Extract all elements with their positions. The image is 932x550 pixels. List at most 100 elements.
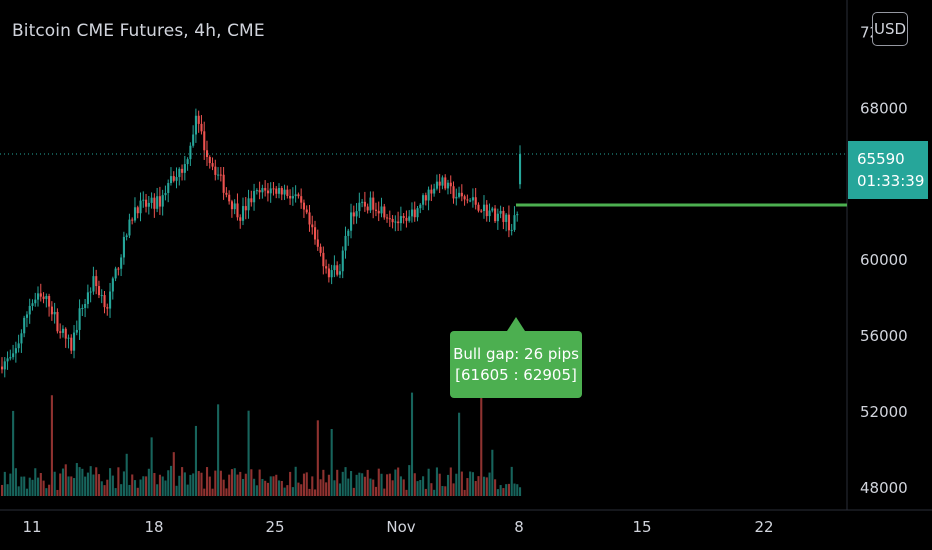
volume-bar [106, 479, 109, 496]
time-axis[interactable]: 11 18 25 Nov 8 15 22 [22, 518, 773, 536]
candle-body [236, 203, 239, 218]
volume-bar [230, 469, 234, 496]
volume-bar [111, 475, 114, 496]
candle-body [513, 215, 516, 230]
volume-bar [452, 483, 455, 496]
volume-bar [264, 480, 267, 496]
candle-body [23, 317, 26, 334]
volume-bar [466, 478, 469, 496]
candles [1, 108, 522, 378]
volume-bar [164, 480, 167, 496]
candle-body [291, 196, 294, 199]
volume-bar [75, 463, 78, 496]
volume-bar [139, 479, 142, 496]
volume-bar [455, 473, 458, 496]
candle-body [369, 197, 372, 211]
volume-bar [12, 410, 15, 496]
candle-body [117, 268, 120, 270]
price-tick-label: 68000 [860, 99, 908, 117]
candle-body [208, 157, 211, 164]
volume-bar [469, 471, 472, 496]
volume-bar [109, 468, 112, 496]
currency-button[interactable]: USD [872, 12, 908, 46]
candle-body [222, 174, 225, 193]
candle-body [480, 210, 483, 212]
candle-body [361, 201, 364, 203]
candle-body [255, 190, 258, 192]
volume-bar [286, 485, 289, 496]
volume-bar [81, 468, 84, 496]
candle-body [106, 307, 109, 309]
candle-body [142, 199, 145, 201]
volume-bar [496, 489, 499, 496]
volume-bar [128, 484, 131, 496]
bar-countdown: 01:33:39 [857, 172, 925, 190]
candle-body [394, 221, 397, 223]
candle-body [333, 265, 336, 271]
candle-body [12, 353, 15, 358]
price-tick-label: 52000 [860, 403, 908, 421]
candle-body [488, 210, 491, 217]
candle-body [341, 250, 344, 272]
volume-bar [167, 470, 170, 496]
volume-bar [410, 392, 414, 496]
last-price-value: 65590 [857, 150, 905, 168]
volume-bar [95, 467, 98, 496]
volume-bar [505, 484, 508, 496]
volume-bar [142, 476, 145, 496]
candle-body [477, 204, 480, 211]
volume-bar [394, 469, 397, 496]
candle-body [377, 210, 380, 214]
candle-body [283, 189, 286, 195]
volume-bar [197, 471, 200, 496]
volume-bar [17, 486, 20, 496]
volume-bar [239, 471, 242, 496]
candle-body [463, 196, 466, 200]
candle-body [397, 221, 400, 224]
volume-bar [70, 476, 73, 496]
candle-body [297, 194, 300, 197]
candle-body [17, 343, 20, 349]
candle-body [95, 276, 98, 287]
volume-bar [413, 473, 416, 496]
candle-body [86, 292, 89, 304]
volume-bar [20, 476, 23, 496]
volume-bar [255, 485, 258, 496]
candle-body [70, 337, 73, 351]
volume-bar [416, 481, 419, 496]
candle-body [189, 145, 192, 160]
volume-bar [275, 474, 278, 496]
volume-bar [228, 474, 231, 496]
candle-body [380, 206, 383, 214]
volume-bar [120, 484, 123, 496]
volume-bar [28, 477, 31, 496]
candle-body [34, 299, 37, 304]
candle-body [48, 296, 51, 307]
candle-body [89, 291, 92, 293]
volume-bar [471, 472, 474, 496]
candle-body [178, 168, 181, 178]
volume-bar [194, 425, 197, 496]
volume-bar [355, 474, 358, 496]
candle-body [266, 190, 270, 194]
candle-body [103, 295, 106, 308]
candle-body [3, 361, 6, 370]
time-tick-label: 11 [22, 518, 41, 536]
volume-bar [50, 395, 53, 496]
volume-bar [422, 476, 425, 496]
volume-bar [433, 489, 436, 496]
candle-body [372, 197, 375, 210]
candle-body [491, 208, 494, 211]
volume-bar [391, 480, 394, 496]
volume-bar [314, 489, 317, 496]
candle-body [330, 270, 333, 278]
volume-bar [97, 474, 101, 496]
candle-body [410, 209, 414, 217]
candle-body [460, 192, 463, 197]
price-axis[interactable]: 48000520005600060000640006800072000 [860, 23, 908, 497]
candle-body [455, 196, 458, 199]
candle-body [289, 195, 292, 199]
volume-bar [458, 412, 461, 496]
volume-bar [358, 472, 361, 496]
